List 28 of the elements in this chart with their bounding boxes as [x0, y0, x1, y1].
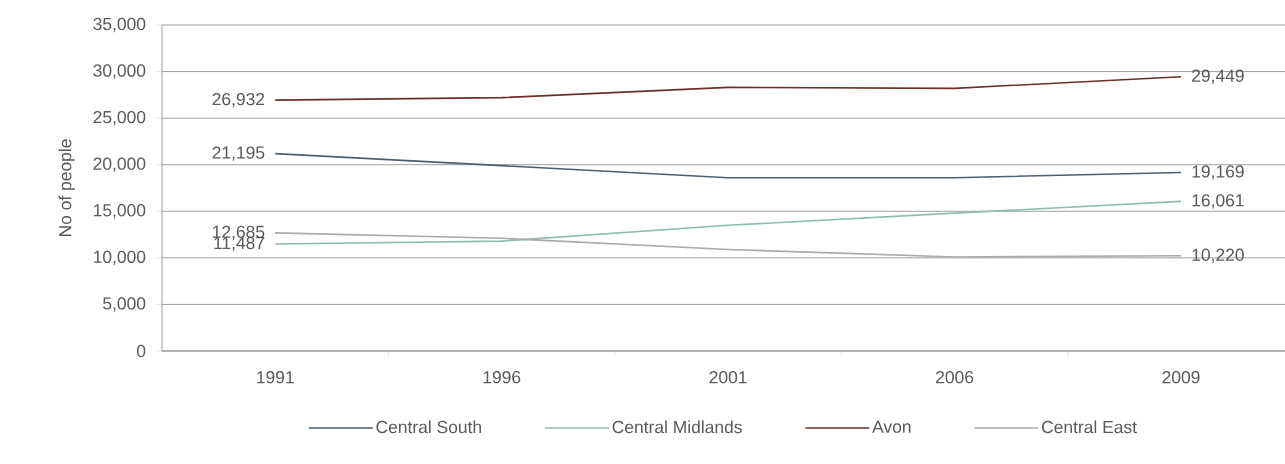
y-tick-label: 25,000	[93, 110, 146, 126]
x-tick-label: 1996	[483, 371, 521, 384]
legend-label: Avon	[872, 420, 911, 433]
line-series	[274, 75, 1182, 101]
data-label: 19,169	[1192, 165, 1244, 180]
data-label: 16,061	[1192, 194, 1244, 209]
data-label: 29,449	[1192, 69, 1244, 84]
y-tick-label: 15,000	[93, 204, 146, 219]
y-tick-label: 10,000	[93, 250, 146, 266]
data-label: 10,220	[1192, 248, 1244, 264]
y-axis-title: No of people	[58, 139, 75, 236]
y-tick-label: 30,000	[93, 64, 146, 79]
y-tick-label: 35,000	[93, 17, 146, 33]
legend-label: Central East	[1042, 420, 1137, 434]
line-series	[274, 232, 1182, 258]
legend-label: Central Midlands	[612, 420, 742, 434]
x-tick-label: 1991	[257, 371, 294, 384]
x-tick-label: 2009	[1162, 371, 1200, 384]
data-label: 21,195	[212, 146, 265, 161]
data-label: 26,932	[212, 92, 265, 108]
x-tick-label: 2006	[936, 371, 974, 384]
y-tick-label: 0	[136, 344, 146, 358]
line-series	[274, 200, 1182, 245]
y-tick-label: 5,000	[103, 297, 146, 312]
legend-label: Central South	[376, 420, 481, 434]
line-series	[274, 152, 1182, 179]
y-tick-label: 20,000	[93, 157, 146, 172]
x-tick-label: 2001	[709, 371, 747, 384]
